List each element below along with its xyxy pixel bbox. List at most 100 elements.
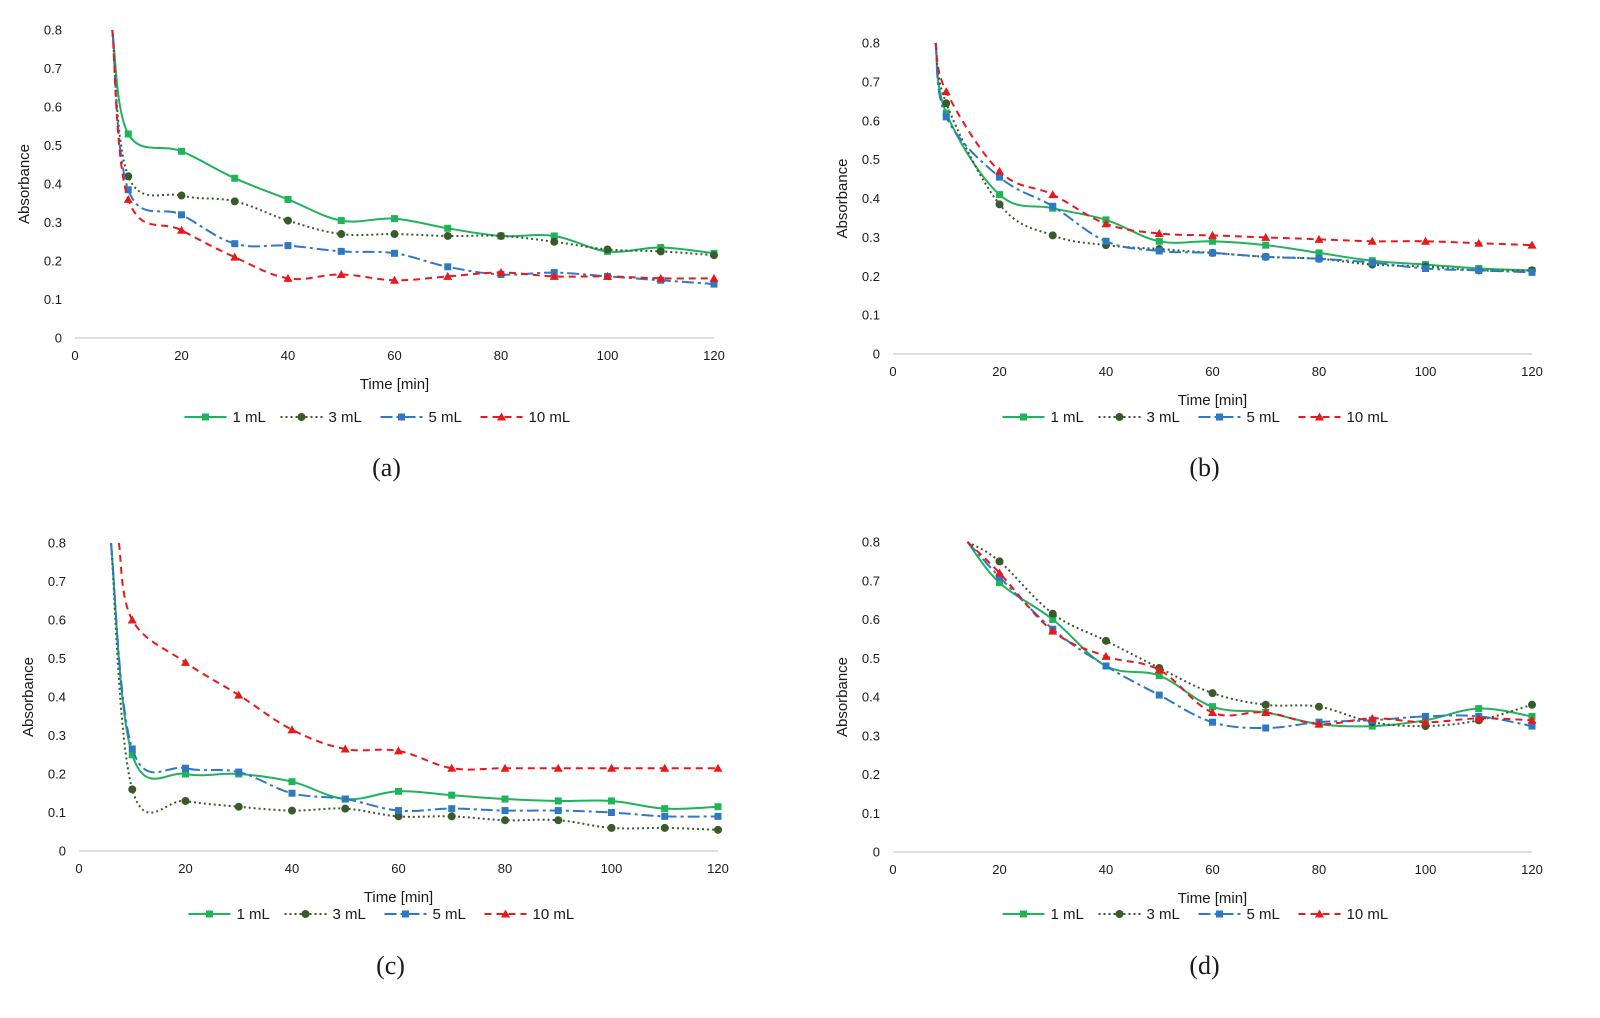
series-line: [934, 42, 1533, 274]
legend-marker: [1315, 412, 1324, 421]
legend: 1 mL 3 mL 5 mL 10 mL: [1002, 409, 1388, 426]
data-point: [1209, 249, 1216, 257]
x-tick-label: 0: [889, 364, 896, 379]
legend-label: 1 mL: [233, 409, 266, 426]
data-point: [553, 763, 563, 772]
data-point: [390, 230, 399, 239]
series-line: [117, 542, 718, 771]
legend-label: 5 mL: [429, 409, 462, 426]
legend-label: 3 mL: [1147, 409, 1180, 426]
data-point: [996, 573, 1003, 581]
series-1-ml: [934, 42, 1536, 274]
series-line: [934, 42, 1533, 272]
data-point: [337, 247, 345, 255]
x-tick-label: 60: [1205, 862, 1219, 877]
x-tick-label: 80: [1312, 364, 1326, 379]
legend-label: 10 mL: [1347, 906, 1389, 923]
data-point: [284, 216, 292, 225]
data-point: [231, 240, 239, 248]
legend-label: 3 mL: [329, 409, 362, 426]
x-tick-label: 80: [1312, 862, 1326, 877]
legend-marker: [1216, 413, 1223, 421]
data-point: [447, 812, 456, 821]
panel-label: (d): [1189, 951, 1219, 980]
data-point: [1208, 708, 1217, 716]
y-tick-label: 0.3: [862, 230, 880, 245]
legend-marker: [202, 413, 209, 421]
legend-marker: [1115, 413, 1124, 421]
data-point: [124, 130, 132, 138]
series-1-ml: [110, 542, 722, 813]
legend-marker: [206, 910, 213, 918]
data-point: [447, 763, 457, 772]
data-point: [1208, 230, 1217, 239]
data-point: [444, 263, 452, 271]
y-tick-label: 0.5: [44, 138, 62, 153]
data-point: [1262, 253, 1270, 261]
legend-marker: [402, 910, 409, 918]
data-point: [1528, 700, 1536, 709]
x-tick-label: 120: [1521, 862, 1543, 877]
x-tick-label: 0: [71, 348, 78, 363]
y-tick-label: 0: [55, 331, 62, 346]
x-tick-label: 40: [1099, 364, 1113, 379]
data-point: [714, 812, 722, 820]
data-point: [996, 579, 1003, 587]
data-point: [390, 275, 399, 284]
data-point: [230, 197, 239, 206]
data-point: [603, 245, 612, 254]
data-point: [554, 807, 562, 815]
series-3-ml: [110, 542, 722, 834]
data-point: [995, 200, 1004, 209]
data-point: [1048, 231, 1057, 240]
data-point: [996, 173, 1003, 181]
data-point: [995, 568, 1004, 577]
y-axis-title: Absorbance: [834, 657, 851, 737]
data-point: [1155, 237, 1163, 245]
data-point: [608, 797, 615, 805]
data-point: [391, 215, 398, 223]
data-point: [995, 166, 1004, 175]
x-axis-title: Time [min]: [360, 376, 429, 393]
data-point: [1155, 247, 1163, 255]
series-line: [966, 541, 1533, 726]
data-point: [177, 225, 186, 234]
y-tick-label: 0.1: [44, 292, 62, 307]
legend-label: 5 mL: [1247, 906, 1280, 923]
x-tick-label: 40: [1099, 862, 1113, 877]
data-point: [1101, 651, 1111, 660]
legend-label: 5 mL: [1247, 409, 1280, 426]
data-point: [607, 823, 616, 832]
data-point: [1528, 268, 1536, 276]
data-point: [1154, 665, 1164, 674]
x-tick-label: 60: [391, 861, 405, 876]
data-point: [124, 172, 133, 181]
data-point: [1262, 724, 1270, 732]
y-tick-label: 0: [873, 347, 880, 362]
legend-label: 1 mL: [1051, 409, 1084, 426]
x-axis-title: Time [min]: [364, 889, 433, 906]
series-10-ml: [111, 29, 719, 284]
x-tick-label: 80: [494, 348, 508, 363]
series-1-ml: [111, 29, 718, 257]
x-tick-label: 100: [597, 348, 619, 363]
legend-marker: [1020, 910, 1027, 918]
series-line: [934, 42, 1533, 272]
data-point: [550, 237, 559, 246]
data-point: [443, 271, 453, 280]
data-point: [181, 657, 190, 666]
data-point: [1367, 236, 1377, 245]
data-point: [230, 252, 240, 261]
y-tick-label: 0.8: [48, 536, 66, 551]
series-3-ml: [934, 42, 1536, 275]
y-tick-label: 0.8: [862, 36, 880, 51]
series-1-ml: [966, 541, 1536, 730]
series-10-ml: [934, 42, 1537, 249]
data-point: [1474, 238, 1484, 247]
series-line: [111, 29, 715, 255]
y-tick-label: 0.8: [44, 23, 62, 38]
data-point: [1155, 672, 1163, 680]
x-tick-label: 0: [75, 861, 82, 876]
series-5-ml: [934, 42, 1536, 276]
data-point: [501, 807, 509, 815]
